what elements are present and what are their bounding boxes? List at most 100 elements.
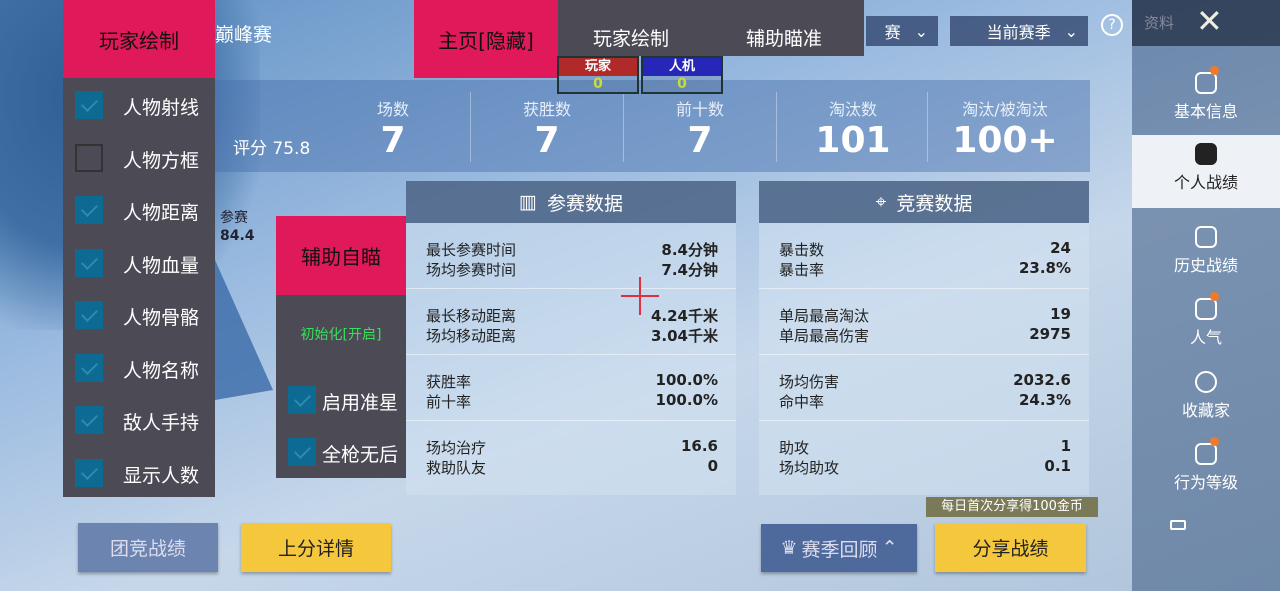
stat-matches: 场数 7 — [318, 80, 468, 172]
sidebar-item-label: 收藏家 — [1181, 401, 1230, 420]
rank-details-button[interactable]: 上分详情 — [241, 523, 391, 572]
checkbox[interactable] — [75, 458, 103, 487]
checkbox[interactable] — [288, 386, 316, 414]
close-icon[interactable]: ✕ — [1196, 2, 1223, 40]
radar-value: 84.4 — [220, 228, 255, 244]
sidebar-item-personal-record[interactable]: 个人战绩 — [1132, 135, 1280, 208]
stat-row: 暴击数 24 — [779, 239, 1071, 260]
stat-row-value: 100.0% — [655, 391, 718, 409]
checkbox-item[interactable]: 人物血量 — [63, 237, 215, 289]
checkbox-label: 人物射线 — [123, 97, 200, 119]
checkbox[interactable] — [75, 301, 103, 329]
checkbox[interactable] — [75, 248, 103, 277]
tab-player-draw[interactable]: 玩家绘制 — [593, 28, 670, 50]
share-tooltip: 每日首次分享得100金币 — [926, 497, 1098, 517]
sidebar-item-basic-info[interactable]: 基本信息 — [1132, 64, 1280, 134]
stat-row-value: 19 — [1050, 305, 1071, 323]
stat-row-label: 场均伤害 — [779, 373, 840, 391]
rating-value: 75.8 — [272, 139, 311, 159]
stat-row-label: 场均移动距离 — [426, 327, 517, 345]
stat-row: 单局最高淘汰 19 — [779, 305, 1071, 326]
checkbox-item[interactable]: 人物距离 — [63, 184, 215, 236]
checkbox[interactable] — [75, 353, 103, 382]
stat-group: 获胜率 100.0% 前十率 100.0% — [406, 355, 736, 421]
team-record-button[interactable]: 团竞战绩 — [78, 523, 218, 572]
checkbox-label: 敌人手持 — [123, 412, 200, 434]
stat-row: 前十率 100.0% — [426, 391, 718, 412]
stat-row-label: 单局最高伤害 — [779, 327, 870, 345]
menu-title: 辅助自瞄 — [276, 216, 406, 295]
stat-group: 暴击数 24 暴击率 23.8% — [759, 223, 1089, 289]
panel-title: 竞赛数据 — [896, 192, 973, 215]
checkbox[interactable] — [288, 438, 316, 466]
share-record-button[interactable]: 分享战绩 — [935, 523, 1086, 572]
bar-chart-icon: ▥ — [519, 191, 537, 213]
stat-value: 100+ — [952, 120, 1058, 161]
button-label: 赛季回顾 — [801, 538, 878, 561]
stat-row-label: 获胜率 — [426, 373, 472, 391]
stat-row-value: 2975 — [1029, 325, 1071, 343]
sidebar-item-popularity[interactable]: 人气 — [1132, 290, 1280, 360]
season-dropdown[interactable]: 当前赛季 ⌄ — [950, 16, 1088, 46]
stat-row-value: 100.0% — [655, 371, 718, 389]
stats-bar: 评分 75.8 场数 7 获胜数 7 前十数 7 淘汰数 101 淘汰/被淘汰 100+ — [215, 80, 1090, 172]
checkbox-item[interactable]: 显示人数 — [63, 447, 215, 499]
tab-aim-assist[interactable]: 辅助瞄准 — [746, 28, 823, 50]
menu-icon[interactable] — [1170, 520, 1186, 530]
chart-doc-icon — [1195, 143, 1217, 165]
stat-label: 淘汰数 — [828, 100, 877, 119]
help-icon[interactable]: ? — [1101, 14, 1123, 36]
checkbox-label: 人物骨骼 — [123, 307, 200, 329]
stat-row: 场均参赛时间 7.4分钟 — [426, 259, 718, 280]
checkbox-item[interactable]: 启用准星 — [276, 374, 428, 426]
checkbox-item[interactable]: 人物名称 — [63, 342, 215, 394]
checkbox[interactable] — [75, 406, 103, 434]
stat-row-value: 24.3% — [1018, 391, 1071, 409]
checkbox-item[interactable]: 敌人手持 — [63, 394, 215, 446]
sidebar-item-history[interactable]: 历史战绩 — [1132, 218, 1280, 288]
stat-row-value: 2032.6 — [1013, 371, 1071, 389]
checkbox-item[interactable]: 人物方框 — [63, 132, 215, 184]
stat-value: 7 — [687, 120, 713, 161]
mode-dropdown[interactable]: 赛 ⌄ — [866, 16, 938, 46]
checkbox-item[interactable]: 人物骨骼 — [63, 289, 215, 341]
stat-value: 7 — [534, 120, 560, 161]
sidebar-title: 资料 — [1144, 14, 1175, 32]
collector-icon — [1195, 371, 1217, 393]
checkbox-label: 全枪无后 — [322, 444, 399, 466]
checkbox-item[interactable]: 人物射线 — [63, 79, 215, 131]
checkbox-label: 显示人数 — [123, 464, 200, 487]
checkbox-item[interactable]: 全枪无后 — [276, 426, 428, 478]
checkbox[interactable] — [75, 91, 103, 119]
stat-row: 场均伤害 2032.6 — [779, 371, 1071, 392]
season-review-button[interactable]: ♛ 赛季回顾 ⌃ — [761, 524, 917, 572]
stat-group: 场均治疗 16.6 救助队友 0 — [406, 421, 736, 487]
stat-row-value: 4.24千米 — [650, 307, 718, 325]
counter-label: 人机 — [643, 58, 721, 76]
stat-row: 最长参赛时间 8.4分钟 — [426, 239, 718, 260]
checkbox[interactable] — [75, 143, 103, 172]
stat-row-label: 场均助攻 — [779, 459, 840, 477]
document-icon — [1195, 226, 1217, 248]
checkbox[interactable] — [75, 196, 103, 224]
sidebar-item-behavior[interactable]: 行为等级 — [1132, 435, 1280, 505]
checkbox-label: 人物距离 — [123, 202, 200, 224]
checkbox-label: 人物名称 — [123, 359, 200, 382]
tab-home-hidden[interactable]: 主页[隐藏] — [414, 0, 558, 78]
stat-row-label: 助攻 — [779, 439, 810, 457]
stat-row-label: 暴击率 — [779, 261, 825, 279]
stat-group: 最长参赛时间 8.4分钟 场均参赛时间 7.4分钟 — [406, 223, 736, 289]
counter-value: 0 — [677, 76, 687, 92]
radar-chart — [215, 260, 273, 400]
stat-label: 场数 — [376, 100, 409, 119]
stat-row-label: 最长参赛时间 — [426, 241, 517, 259]
stat-row-value: 8.4分钟 — [661, 241, 718, 259]
stat-row-label: 场均治疗 — [426, 439, 487, 457]
sidebar-item-label: 基本信息 — [1173, 102, 1238, 121]
sidebar-item-collector[interactable]: 收藏家 — [1132, 363, 1280, 433]
stat-row: 场均助攻 0.1 — [779, 457, 1071, 478]
player-draw-menu: 玩家绘制 人物射线 人物方框 人物距离 人物血量 人物骨骼 人物名称 敌人手持 显示人数 — [63, 0, 215, 497]
stat-row-value: 1 — [1060, 437, 1071, 455]
stat-row: 救助队友 0 — [426, 457, 718, 478]
counter-label: 玩家 — [559, 58, 637, 76]
